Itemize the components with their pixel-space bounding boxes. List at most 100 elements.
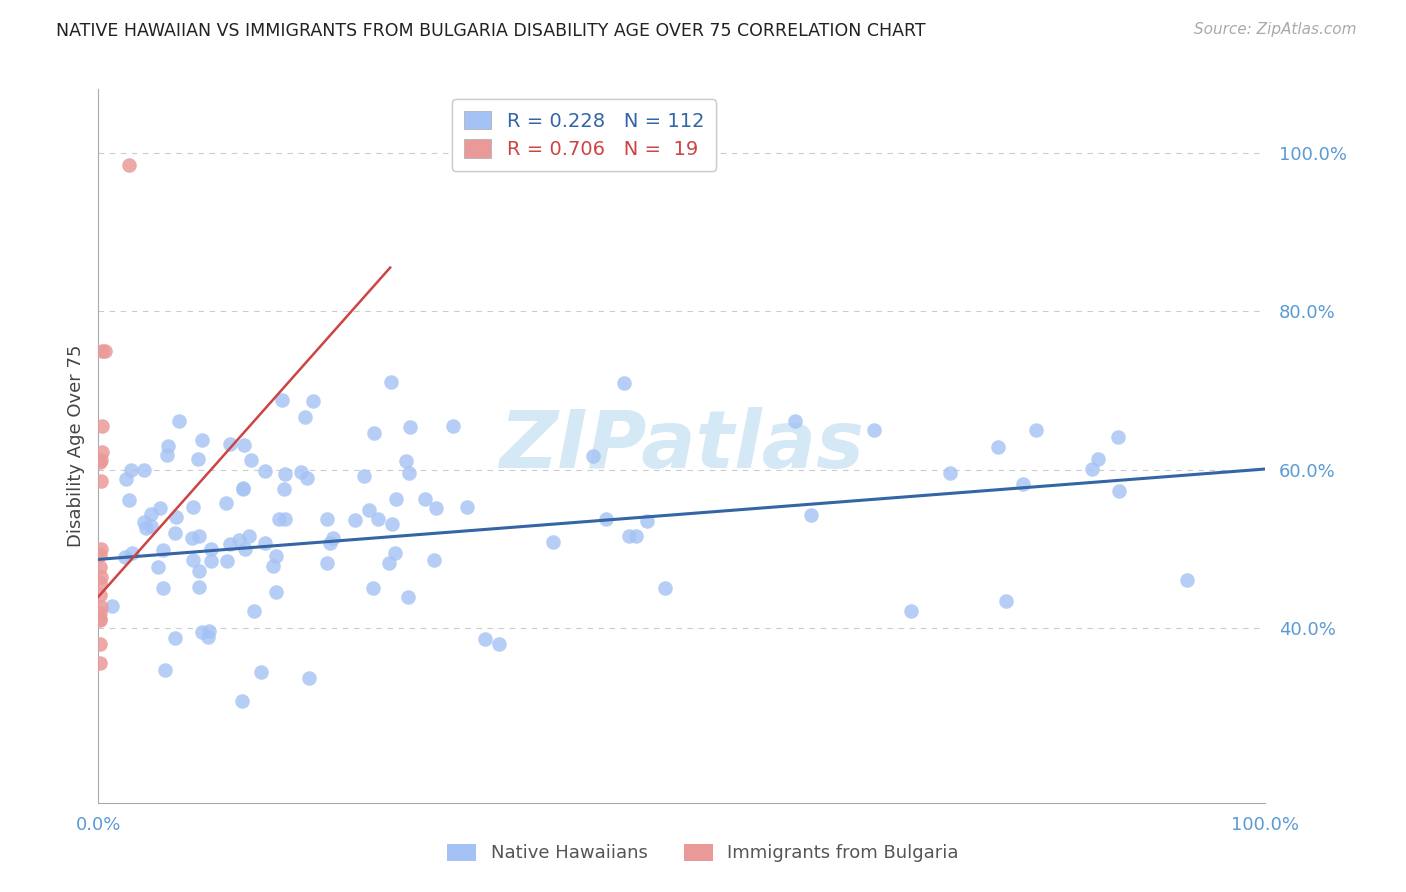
Point xyxy=(188,564,211,578)
Point xyxy=(636,515,658,529)
Point xyxy=(267,512,290,526)
Point xyxy=(165,525,187,540)
Text: NATIVE HAWAIIAN VS IMMIGRANTS FROM BULGARIA DISABILITY AGE OVER 75 CORRELATION C: NATIVE HAWAIIAN VS IMMIGRANTS FROM BULGA… xyxy=(56,22,927,40)
Point xyxy=(344,513,367,527)
Point xyxy=(294,409,316,424)
Point xyxy=(233,541,256,556)
Point xyxy=(543,534,565,549)
Point xyxy=(118,493,141,508)
Text: Source: ZipAtlas.com: Source: ZipAtlas.com xyxy=(1194,22,1357,37)
Point xyxy=(1011,477,1033,491)
Point xyxy=(425,501,447,516)
Point xyxy=(316,512,339,526)
Point xyxy=(378,556,401,570)
Point xyxy=(152,581,174,595)
Point xyxy=(135,521,157,535)
Point xyxy=(89,575,111,590)
Point xyxy=(253,536,276,550)
Point xyxy=(1175,574,1198,588)
Point xyxy=(181,500,204,515)
Point xyxy=(146,560,169,574)
Point xyxy=(380,375,402,389)
Point xyxy=(398,466,420,480)
Point xyxy=(156,439,179,453)
Point xyxy=(198,624,221,638)
Point xyxy=(121,546,143,560)
Point xyxy=(233,438,256,452)
Point xyxy=(381,516,404,531)
Point xyxy=(90,418,112,433)
Point xyxy=(165,509,187,524)
Text: ZIPatlas: ZIPatlas xyxy=(499,407,865,485)
Point xyxy=(264,585,287,599)
Point xyxy=(321,531,343,545)
Point xyxy=(939,466,962,480)
Point xyxy=(228,533,250,548)
Point xyxy=(114,549,136,564)
Point xyxy=(361,581,384,595)
Point xyxy=(89,613,111,627)
Point xyxy=(200,554,222,568)
Legend: Native Hawaiians, Immigrants from Bulgaria: Native Hawaiians, Immigrants from Bulgar… xyxy=(440,837,966,870)
Point xyxy=(488,637,510,651)
Point xyxy=(474,632,496,647)
Point xyxy=(353,468,375,483)
Point xyxy=(270,393,292,408)
Point xyxy=(274,467,297,481)
Point xyxy=(243,604,266,618)
Point xyxy=(1025,423,1047,437)
Point xyxy=(617,529,640,543)
Point xyxy=(456,500,478,514)
Point xyxy=(89,453,111,467)
Point xyxy=(595,512,617,526)
Point xyxy=(262,559,284,574)
Legend: R = 0.228   N = 112, R = 0.706   N =  19: R = 0.228 N = 112, R = 0.706 N = 19 xyxy=(453,99,716,171)
Point xyxy=(132,515,155,529)
Point xyxy=(197,630,219,644)
Point xyxy=(298,671,321,685)
Point xyxy=(273,482,295,496)
Point xyxy=(785,413,807,427)
Point xyxy=(183,553,205,567)
Point xyxy=(89,588,111,602)
Point xyxy=(89,548,111,562)
Point xyxy=(319,536,342,550)
Point xyxy=(1107,430,1129,444)
Point xyxy=(1087,451,1109,466)
Point xyxy=(89,455,111,469)
Point xyxy=(238,529,260,543)
Point xyxy=(1108,483,1130,498)
Point xyxy=(149,500,172,515)
Point xyxy=(215,496,238,510)
Point xyxy=(187,451,209,466)
Point xyxy=(443,419,465,434)
Point xyxy=(89,656,111,670)
Point xyxy=(624,529,647,543)
Point xyxy=(90,600,112,615)
Point xyxy=(90,569,112,583)
Point xyxy=(152,542,174,557)
Point xyxy=(90,474,112,488)
Point xyxy=(253,464,276,478)
Point xyxy=(89,612,111,626)
Point xyxy=(89,606,111,620)
Point xyxy=(900,604,922,618)
Point xyxy=(582,449,605,463)
Point xyxy=(156,448,179,462)
Point xyxy=(219,436,242,450)
Point xyxy=(384,546,406,560)
Y-axis label: Disability Age Over 75: Disability Age Over 75 xyxy=(66,344,84,548)
Point xyxy=(200,541,222,556)
Point xyxy=(118,157,141,171)
Point xyxy=(188,529,211,543)
Point xyxy=(863,423,886,437)
Point xyxy=(385,491,408,506)
Point xyxy=(800,508,823,523)
Point xyxy=(654,581,676,595)
Point xyxy=(139,518,162,533)
Point xyxy=(91,343,114,358)
Point xyxy=(120,463,142,477)
Point xyxy=(101,599,124,614)
Point xyxy=(219,537,242,551)
Point xyxy=(302,394,325,409)
